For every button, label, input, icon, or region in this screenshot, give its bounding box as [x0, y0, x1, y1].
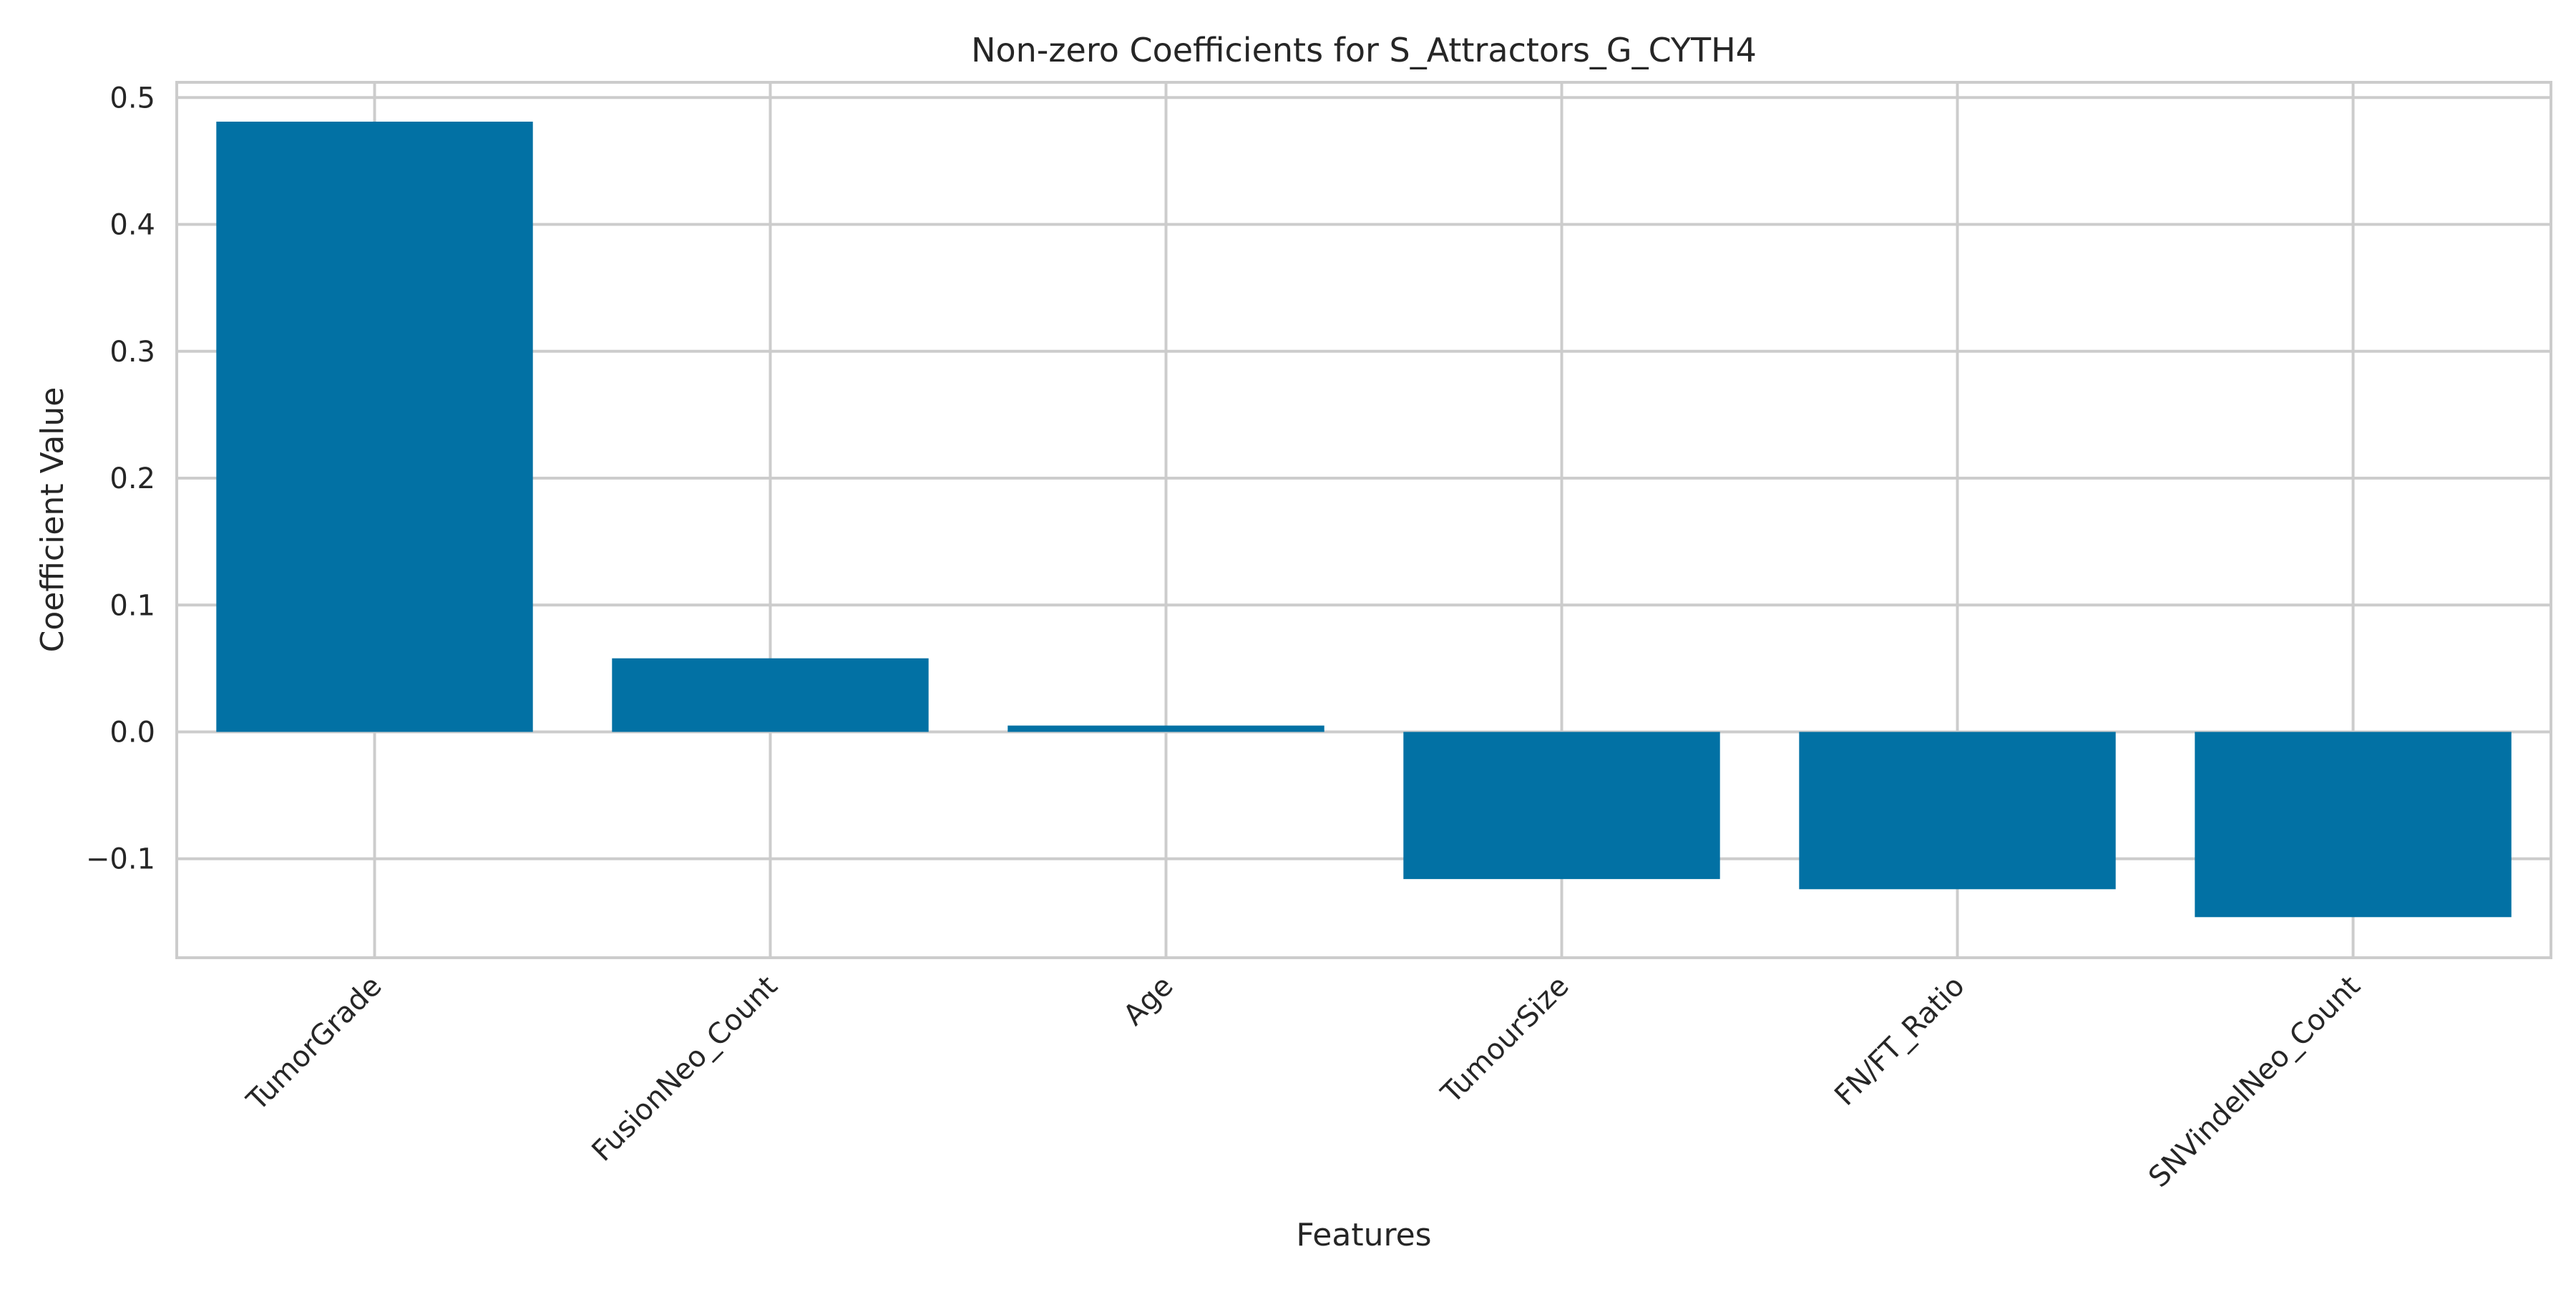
bar-fusionneo-count: [612, 658, 929, 732]
y-tick-label: 0.5: [109, 82, 155, 115]
bar-tumorgrade: [216, 121, 533, 732]
x-tick-label: FusionNeo_Count: [586, 970, 784, 1168]
bar-tumoursize: [1403, 732, 1720, 880]
y-tick-label: 0.1: [109, 589, 155, 622]
y-tick-label: 0.0: [109, 717, 155, 749]
bar-snvindelneo-count: [2195, 732, 2512, 918]
y-axis-label: Coefficient Value: [34, 387, 71, 653]
x-tick-label: TumorGrade: [240, 970, 389, 1118]
chart-title: Non-zero Coefficients for S_Attractors_G…: [971, 31, 1757, 69]
y-tick-label: 0.3: [109, 336, 155, 369]
x-tick-labels: TumorGrade FusionNeo_Count Age TumourSize FN…: [240, 970, 2367, 1194]
plot-frame: [175, 81, 2552, 959]
bar-fn-ft-ratio: [1799, 732, 2116, 890]
x-tick-label: Age: [1117, 970, 1179, 1032]
x-tick-label: SNVindelNeo_Count: [2142, 970, 2366, 1194]
y-tick-label: 0.4: [109, 209, 155, 242]
x-axis-label: Features: [1296, 1217, 1431, 1253]
y-tick-labels: −0.1 0.0 0.1 0.2 0.3 0.4 0.5: [86, 82, 155, 875]
x-tick-label: TumourSize: [1435, 970, 1576, 1111]
y-tick-label: −0.1: [86, 843, 155, 876]
y-tick-label: 0.2: [109, 462, 155, 495]
x-tick-label: FN/FT_Ratio: [1828, 970, 1971, 1112]
bar-age: [1008, 725, 1324, 732]
bars: [216, 121, 2512, 918]
